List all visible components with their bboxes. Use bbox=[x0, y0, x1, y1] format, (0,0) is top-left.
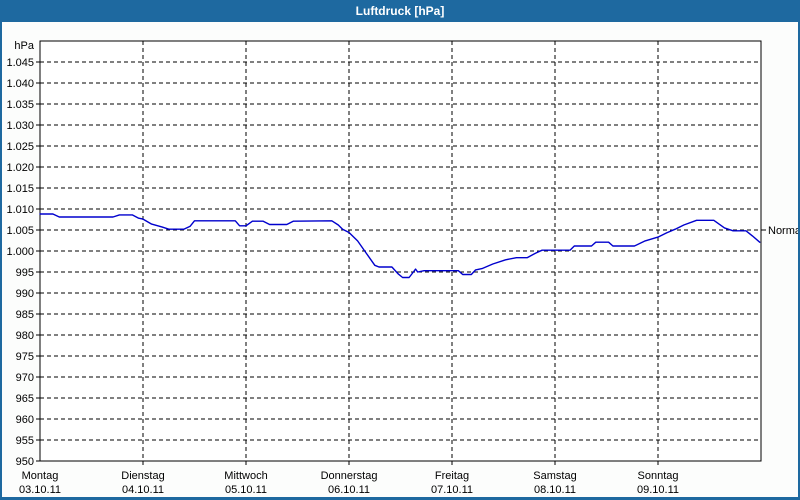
day-weekday-label: Mittwoch bbox=[224, 470, 267, 482]
y-tick-label: 1.045 bbox=[6, 57, 34, 69]
y-tick-label: 1.005 bbox=[6, 225, 34, 237]
pressure-chart: 1.045 1.040 1.035 1.030 1.025 1.020 1.015 1.010… bbox=[6, 40, 798, 496]
day-date-label: 06.10.11 bbox=[328, 484, 370, 496]
y-tick-label: 1.025 bbox=[6, 141, 34, 153]
y-tick-label: 1.020 bbox=[6, 162, 34, 174]
chart-panel: 1.045 1.040 1.035 1.030 1.025 1.020 1.015 1.010… bbox=[0, 22, 800, 500]
day-date-label: 09.10.11 bbox=[637, 484, 679, 496]
day-date-label: 03.10.11 bbox=[19, 484, 61, 496]
y-tick-label: 1.000 bbox=[6, 246, 34, 258]
y-tick-label: 965 bbox=[16, 393, 34, 405]
day-date-label: 08.10.11 bbox=[534, 484, 576, 496]
y-tick-label: 955 bbox=[16, 435, 34, 447]
day-weekday-label: Montag bbox=[22, 470, 59, 482]
y-tick-label: 1.015 bbox=[6, 183, 34, 195]
y-tick-label: 1.030 bbox=[6, 120, 34, 132]
day-date-label: 05.10.11 bbox=[225, 484, 267, 496]
day-weekday-label: Freitag bbox=[435, 470, 469, 482]
y-tick-label: 995 bbox=[16, 267, 34, 279]
window-title: Luftdruck [hPa] bbox=[355, 4, 445, 18]
y-tick-label: 980 bbox=[16, 330, 34, 342]
y-tick-label: 990 bbox=[16, 288, 34, 300]
y-tick-label: 985 bbox=[16, 309, 34, 321]
day-weekday-label: Dienstag bbox=[121, 470, 164, 482]
day-weekday-label: Samstag bbox=[533, 470, 576, 482]
day-weekday-label: Sonntag bbox=[638, 470, 679, 482]
normal-label: Normal bbox=[768, 225, 798, 237]
day-date-label: 04.10.11 bbox=[122, 484, 164, 496]
y-tick-label: 950 bbox=[16, 456, 34, 468]
day-weekday-label: Donnerstag bbox=[321, 470, 378, 482]
y-tick-label: 1.010 bbox=[6, 204, 34, 216]
pressure-line bbox=[39, 213, 761, 279]
day-date-label: 07.10.11 bbox=[431, 484, 473, 496]
y-tick-label: 1.040 bbox=[6, 78, 34, 90]
y-axis-unit-label: hPa bbox=[14, 40, 34, 52]
y-tick-label: 1.035 bbox=[6, 99, 34, 111]
window-title-bar[interactable]: Luftdruck [hPa] bbox=[0, 0, 800, 22]
y-tick-label: 960 bbox=[16, 414, 34, 426]
y-tick-label: 975 bbox=[16, 351, 34, 363]
y-tick-label: 970 bbox=[16, 372, 34, 384]
